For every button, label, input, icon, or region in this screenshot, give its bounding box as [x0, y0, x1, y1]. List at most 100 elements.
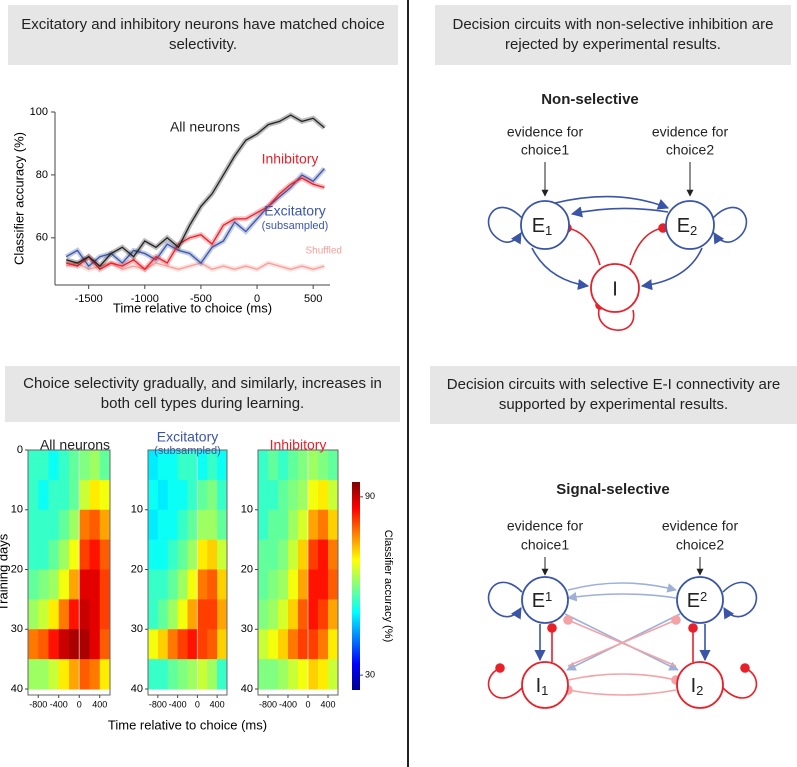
heatmap-cell [197, 479, 208, 511]
heatmap-cell [99, 450, 111, 481]
heatmap-cell [207, 629, 218, 660]
heatmap-cell [28, 509, 39, 541]
x-tick-label: 0 [195, 699, 200, 709]
heatmap-cell [258, 659, 269, 690]
heatmap-cell [99, 569, 111, 600]
excitatory-edge [554, 195, 670, 210]
node-letter: E [532, 215, 545, 237]
heatmap-cell [89, 509, 101, 541]
heatmap-cell [148, 509, 159, 541]
heatmap-cell [207, 569, 218, 600]
node-label: I2 [691, 675, 704, 698]
heatmap-cell [157, 479, 169, 511]
x-tick-label: -400 [169, 699, 187, 709]
heatmap-cell [38, 629, 49, 660]
heatmap-cell [79, 629, 90, 660]
x-tick-label: -1000 [131, 293, 159, 305]
colorbar-label: Classifier accuracy (%) [382, 530, 394, 642]
heatmap-cell [69, 539, 80, 571]
heatmap-cell [197, 629, 208, 660]
heatmap-cell [148, 539, 159, 571]
x-tick-label: -400 [50, 699, 68, 709]
heatmap-cell [177, 450, 188, 481]
heatmap-cell [177, 479, 188, 511]
heatmap-cell [258, 629, 269, 660]
self-loop [712, 206, 748, 245]
excitatory-edge [567, 591, 677, 602]
excitatory-edge [640, 247, 703, 291]
heatmap-cell [308, 569, 319, 600]
node-subscript: 2 [696, 683, 703, 698]
heatmap-cell [328, 629, 339, 660]
input-label: evidence for [507, 124, 584, 140]
heatmap-cell [298, 509, 309, 541]
heatmap-cell [308, 450, 319, 481]
heatmap-cell [288, 659, 299, 690]
y-tick-label: 0 [17, 444, 23, 456]
heatmap-cell [48, 599, 60, 630]
inhibitory-edge [563, 615, 677, 667]
heatmap-cell [157, 450, 169, 481]
node [665, 200, 715, 250]
heatmap-cell [157, 599, 169, 630]
heatmap-cell [79, 479, 90, 511]
heatmap-cell [38, 599, 49, 630]
heatmap-cell [207, 479, 218, 511]
heatmap-cell [278, 599, 289, 630]
heatmap-cell [148, 659, 159, 690]
inhibitory-edge [563, 685, 677, 696]
heatmap-cell [187, 659, 198, 690]
heatmap-cell [298, 629, 309, 660]
heatmap-cell [58, 509, 70, 541]
heatmap-cell [187, 629, 198, 660]
panel-header: Excitatory and inhibitory neurons have m… [8, 5, 398, 65]
heatmap-cell [217, 599, 228, 630]
heatmap-cell [217, 450, 228, 481]
node-label: I1 [536, 675, 549, 698]
heatmap-cell [217, 629, 228, 660]
panel-header: Choice selectivity gradually, and simila… [5, 366, 400, 422]
heatmap-cell [278, 479, 289, 511]
y-tick-label: 60 [36, 232, 48, 244]
heatmap-cell [288, 509, 299, 541]
heatmap-cell [278, 539, 289, 571]
heatmap-cell [187, 599, 198, 630]
heatmap-frame [27, 449, 111, 696]
node-subscript: 2 [700, 589, 707, 604]
diagram-selective: Signal-selective evidence for choice1 ev… [487, 481, 758, 709]
node-label: E1 [532, 589, 553, 612]
node-letter: I [536, 675, 542, 697]
node-letter: E [677, 215, 690, 237]
x-tick-label: 0 [77, 699, 82, 709]
node-letter: E [687, 590, 700, 612]
heatmap-cell [89, 629, 101, 660]
heatmap-cell [89, 450, 101, 481]
heatmap-cell [197, 450, 208, 481]
heatmap-cell [167, 509, 179, 541]
heatmap-cell [318, 569, 329, 600]
heatmap-cell [207, 599, 218, 630]
heatmap-cell [69, 629, 80, 660]
heatmap-cell [99, 539, 111, 571]
y-axis-label: Training days [0, 533, 10, 611]
heatmap-cell [328, 539, 339, 571]
node-letter: E [532, 590, 545, 612]
panel-header: Decision circuits with non-selective inh… [435, 5, 791, 65]
series-label-note: (subsampled) [262, 220, 329, 232]
y-axis-label: Classifier accuracy (%) [11, 132, 26, 265]
heatmap-cell [217, 479, 228, 511]
heatmap-cell [318, 509, 329, 541]
x-tick-label: -400 [279, 699, 297, 709]
input-label: evidence for [507, 518, 584, 534]
inhibitory-edge [567, 673, 681, 685]
heatmap-cell [177, 569, 188, 600]
heatmap-cell [298, 450, 309, 481]
heatmap-cell [79, 539, 90, 571]
input-label: choice2 [676, 537, 724, 553]
heatmap-title: All neurons [40, 437, 110, 453]
heatmap-cell [288, 479, 299, 511]
heatmap-cell [148, 629, 159, 660]
heatmap-cell [157, 539, 169, 571]
heatmap-cell [318, 539, 329, 571]
heatmap-cell [268, 599, 279, 630]
